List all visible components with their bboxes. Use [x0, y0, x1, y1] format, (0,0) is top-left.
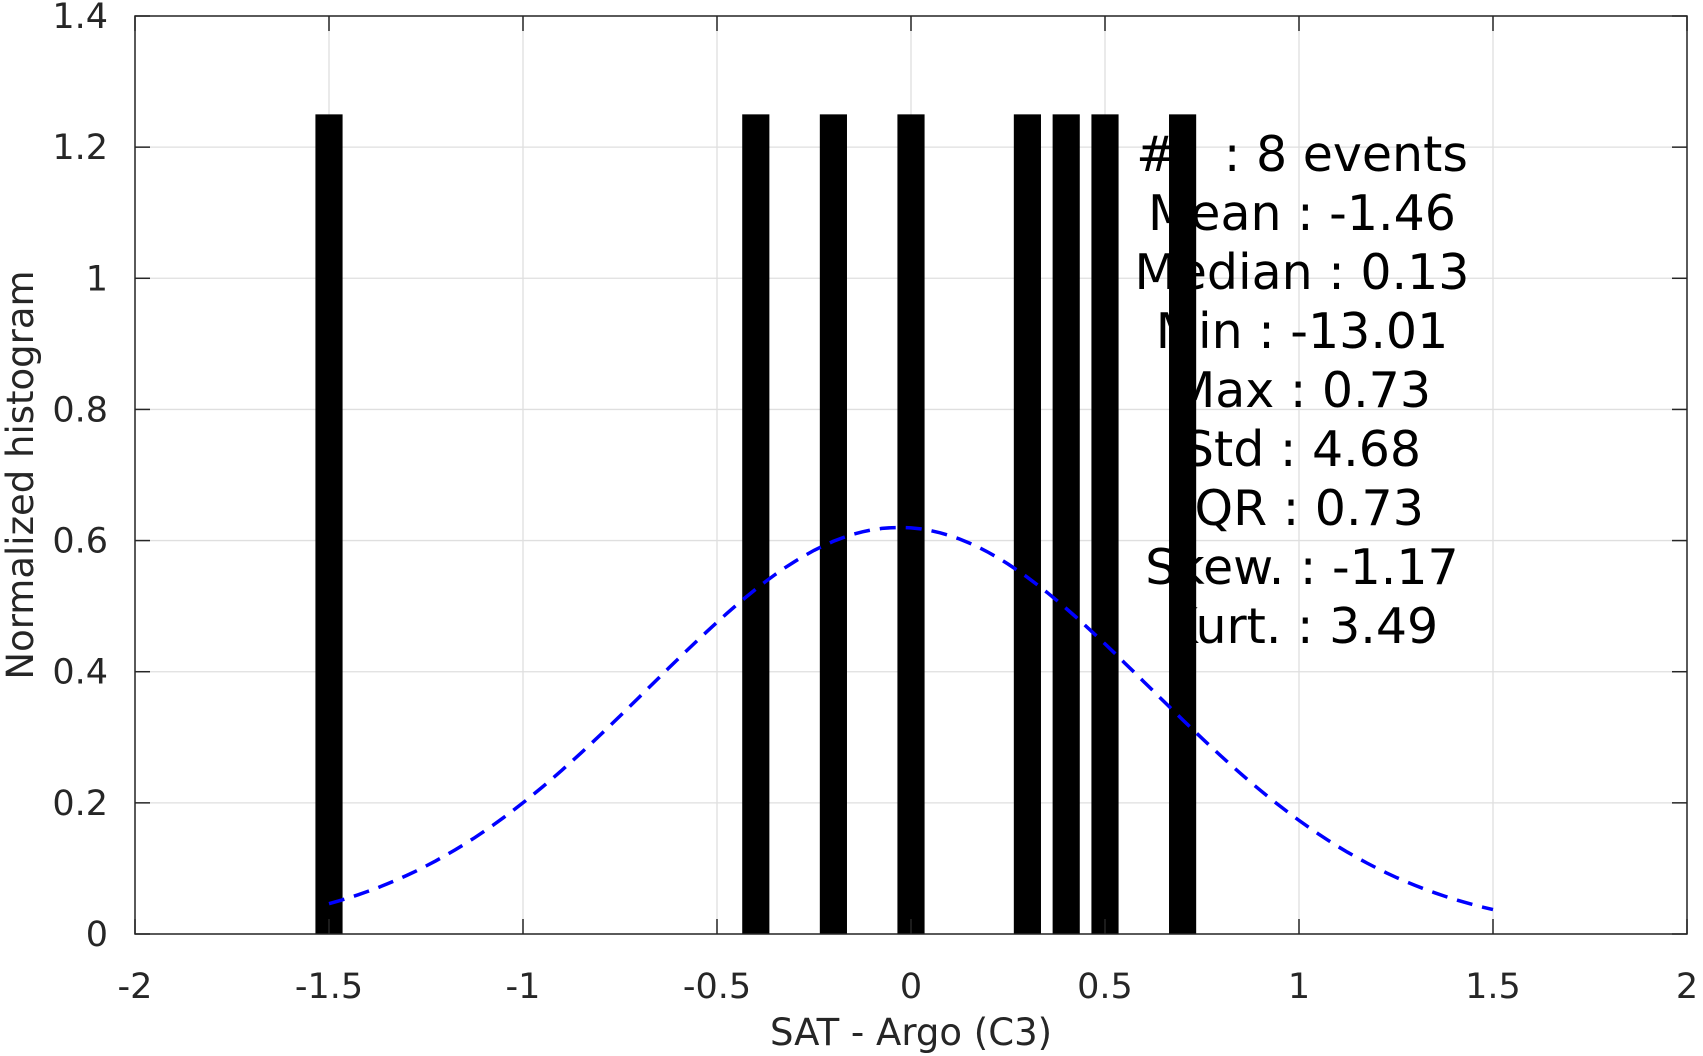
normal-fit-curve	[328, 525, 1494, 912]
histogram-bar	[1169, 114, 1197, 935]
stat-line: Skew. : -1.17	[1145, 539, 1458, 596]
stat-line: Mean : -1.46	[1148, 185, 1456, 242]
stat-line: Max : 0.73	[1173, 362, 1431, 419]
stat-line: Median : 0.13	[1135, 244, 1470, 301]
histogram-bar	[1013, 114, 1041, 935]
x-tick-label: 1.5	[1465, 967, 1521, 1007]
y-tick-labels: 0 0.2 0.4 0.6 0.8 1 1.2 1.4	[52, 0, 108, 955]
x-tick-label: 2	[1676, 967, 1698, 1007]
histogram-bar	[1091, 114, 1119, 935]
histogram-bar	[315, 114, 343, 935]
y-tick-label: 0.6	[52, 522, 108, 562]
stat-line: IQR : 0.73	[1180, 480, 1424, 537]
x-axis-label: SAT - Argo (C3)	[770, 1011, 1052, 1054]
x-tick-label: 1	[1288, 967, 1310, 1007]
stat-line: Kurt. : 3.49	[1166, 598, 1438, 655]
stat-line: Std : 4.68	[1183, 421, 1421, 478]
y-tick-label: 0	[86, 915, 108, 955]
x-tick-labels: -2 -1.5 -1 -0.5 0 0.5 1 1.5 2	[118, 967, 1699, 1007]
stat-line: Min : -13.01	[1156, 303, 1449, 360]
y-tick-label: 0.2	[52, 784, 108, 824]
x-tick-label: 0.5	[1077, 967, 1133, 1007]
y-axis-label: Normalized histogram	[0, 270, 42, 679]
x-tick-label: 0	[900, 967, 922, 1007]
x-tick-label: -2	[118, 967, 153, 1007]
y-tick-label: 0.8	[52, 390, 108, 430]
histogram-bar	[1052, 114, 1080, 935]
histogram-bar	[897, 114, 925, 935]
y-tick-label: 1	[86, 259, 108, 299]
histogram-bars	[315, 114, 1197, 935]
histogram-bar	[819, 114, 847, 935]
x-tick-label: -0.5	[683, 967, 751, 1007]
y-tick-label: 1.2	[52, 128, 108, 168]
y-tick-label: 0.4	[52, 653, 108, 693]
axis-ticks	[134, 15, 1688, 935]
histogram-bar	[742, 114, 770, 935]
stat-line: # : 8 events	[1136, 126, 1468, 183]
x-tick-label: -1.5	[295, 967, 363, 1007]
y-tick-label: 1.4	[52, 0, 108, 37]
x-tick-label: -1	[506, 967, 541, 1007]
